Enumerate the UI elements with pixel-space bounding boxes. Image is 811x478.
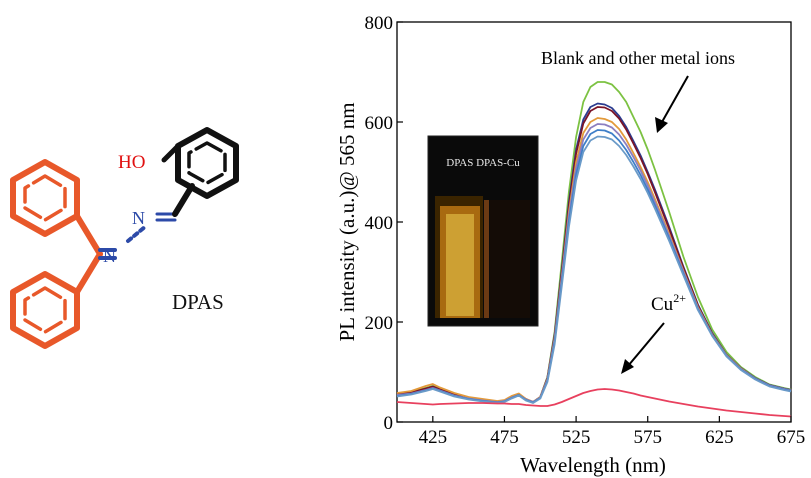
cu-annotation: Cu2+ <box>651 291 686 315</box>
blank-arrowhead <box>655 117 668 133</box>
phenyl-ring-lower <box>10 271 80 349</box>
cu-arrow <box>627 322 665 367</box>
series-line-8 <box>396 388 792 418</box>
annotations: Blank and other metal ions Cu2+ <box>541 48 735 374</box>
salicyl-ring <box>175 127 239 199</box>
x-tick-label: 675 <box>777 427 806 448</box>
hydroxyl-label: HO <box>118 152 145 173</box>
y-tick-label: 200 <box>365 313 394 334</box>
series-line-7 <box>396 135 792 404</box>
x-tick-label: 575 <box>633 427 662 448</box>
y-tick-label: 400 <box>365 213 394 234</box>
blank-annotation: Blank and other metal ions <box>541 48 735 68</box>
x-axis-label: Wavelength (nm) <box>520 453 666 477</box>
molecule-name: DPAS <box>172 290 224 314</box>
imine-n-label-2: N <box>132 208 145 228</box>
cu-annotation-sup: 2+ <box>673 291 686 305</box>
y-tick-label: 600 <box>365 113 394 134</box>
imine-bond-1 <box>98 248 117 260</box>
cu-annotation-base: Cu <box>651 294 674 315</box>
y-tick-label: 800 <box>365 13 394 34</box>
dpas-structure <box>10 127 239 349</box>
y-tick-label: 0 <box>384 413 394 434</box>
phenyl-ring-upper <box>10 159 80 237</box>
inset-photo: DPAS DPAS-Cu <box>427 135 539 327</box>
x-tick-label: 525 <box>562 427 591 448</box>
hydroxyl-bond <box>161 143 181 163</box>
imine-n-label-1: N <box>103 246 116 266</box>
series-layer <box>396 81 792 418</box>
salicyl-link-bond <box>172 183 195 217</box>
diphenyl-bonds <box>74 213 103 295</box>
y-axis: 0 200 400 600 800 <box>365 13 403 434</box>
inset-labels: DPAS DPAS-Cu <box>446 157 520 169</box>
azine-nn-bond <box>126 224 148 243</box>
x-axis: 425 475 525 575 625 675 <box>419 416 806 448</box>
cu-arrowhead <box>621 359 634 374</box>
blank-arrow <box>661 75 689 123</box>
x-tick-label: 625 <box>705 427 734 448</box>
y-axis-label: PL intensity (a.u.)@ 565 nm <box>335 102 359 341</box>
x-tick-label: 475 <box>490 427 519 448</box>
chart: 425 475 525 575 625 675 0 200 400 600 800 Wavelen… <box>335 13 805 477</box>
x-tick-label: 425 <box>419 427 448 448</box>
